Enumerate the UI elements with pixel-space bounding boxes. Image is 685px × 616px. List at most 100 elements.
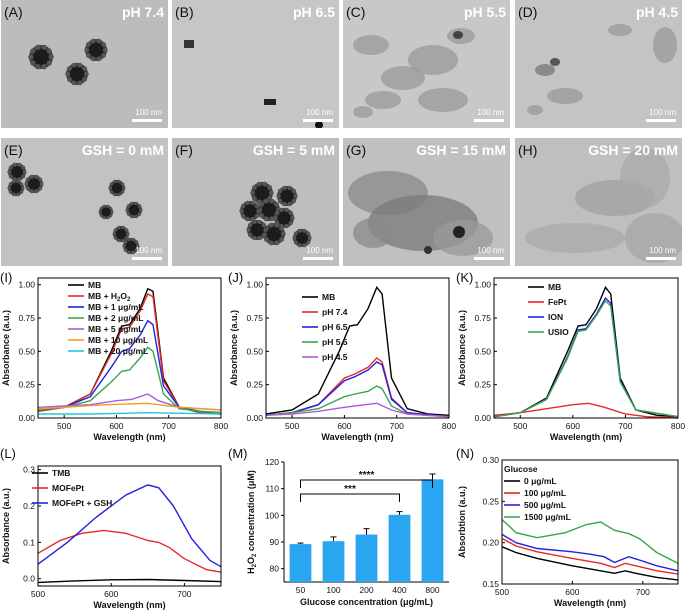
legend-entry: MB + 1 μg/mL [88, 302, 144, 312]
x-tick-label: 500 [31, 589, 45, 599]
x-tick-label: 500 [57, 421, 71, 431]
panel-condition: GSH = 5 mM [252, 142, 335, 158]
legend-entry: TMB [52, 468, 70, 478]
tem-image [525, 148, 682, 263]
scale-bar-label: 100 nm [477, 246, 504, 255]
particle [424, 246, 432, 254]
x-axis-label: Wavelength (nm) [321, 432, 393, 442]
panel-label: (D) [518, 4, 538, 20]
x-tick-label: 600 [337, 421, 351, 431]
significance-label: **** [359, 470, 375, 481]
debris [527, 105, 543, 115]
panel-condition: pH 4.5 [635, 4, 678, 20]
debris [453, 31, 463, 39]
series-line [501, 518, 679, 564]
legend-entry: USIO [548, 327, 569, 337]
x-tick-label: 700 [636, 587, 650, 597]
series-line [37, 346, 222, 414]
y-tick-label: 110 [265, 484, 279, 494]
nanoparticle [98, 204, 114, 220]
y-tick-label: 0.00 [18, 413, 35, 423]
debris [550, 58, 560, 66]
panel-label: (G) [346, 142, 367, 158]
y-tick-label: 0.25 [18, 380, 35, 390]
nanoparticle [273, 207, 295, 229]
tem-panel: (G) GSH = 15 mM 100 nm [343, 138, 510, 266]
debris [353, 218, 393, 248]
tem-panel: (E) GSH = 0 mM 100 nm [1, 138, 168, 266]
nanoparticle [108, 179, 126, 197]
legend-entry: MOFePt + GSH [52, 498, 112, 508]
y-tick-label: 0.25 [246, 380, 263, 390]
nanoparticle [28, 44, 54, 70]
legend-entry: ION [548, 312, 563, 322]
debris [620, 148, 670, 208]
significance-bracket [300, 479, 433, 488]
legend-entry: 500 μg/mL [524, 500, 566, 510]
series-line [265, 285, 450, 416]
x-tick-label: 700 [162, 421, 176, 431]
y-tick-label: 1.00 [18, 280, 35, 290]
significance-bracket [300, 493, 400, 502]
panel-label: (I) [0, 270, 12, 285]
particle [453, 226, 465, 238]
panel-label: (N) [456, 446, 474, 461]
y-tick-label: 0.75 [246, 313, 263, 323]
x-tick-label: 600 [566, 421, 580, 431]
panel-label: (L) [0, 446, 16, 461]
particle [315, 121, 323, 128]
plot-frame [493, 277, 679, 419]
scale-bar-label: 100 nm [477, 108, 504, 117]
y-tick-label: 0.15 [482, 579, 499, 589]
chart-panel: (I) 500 600 700 800 0.00 0.25 0.50 0.75 1.00 Wavel… [0, 270, 228, 442]
y-tick-label: 0.00 [474, 413, 491, 423]
panel-condition: GSH = 20 mM [588, 142, 678, 158]
series-line [265, 385, 450, 418]
y-tick-label: 120 [265, 457, 279, 467]
particle [184, 40, 194, 48]
debris [381, 66, 425, 90]
nanoparticle [122, 237, 140, 255]
y-tick-label: 0.75 [474, 313, 491, 323]
chart-panel: (L) 500 600 700 0.0 0.1 0.2 0.3 Wavelength (nm) A… [0, 446, 222, 610]
chart-panel: (K) 500 600 700 800 0.00 0.25 0.50 0.75 1.00 Wavel… [456, 270, 685, 442]
legend-entry: MB + 2 μg/mL [88, 313, 144, 323]
panel-label: (F) [175, 142, 193, 158]
series-line [37, 402, 222, 411]
y-tick-label: 0.1 [23, 537, 35, 547]
plot-frame [37, 277, 222, 419]
tem-image [7, 162, 143, 255]
debris [408, 45, 458, 75]
debris [525, 223, 625, 253]
bar [421, 479, 444, 582]
panel-condition: pH 7.4 [121, 4, 164, 20]
y-axis-label: H2O2 concentration (μM) [246, 470, 258, 574]
tem-image [184, 40, 323, 128]
scale-bar [646, 257, 676, 260]
panel-label: (M) [228, 446, 248, 461]
x-tick-label: 700 [618, 421, 632, 431]
nanoparticle [125, 201, 143, 219]
x-tick-label: 600 [109, 421, 123, 431]
y-tick-label: 0.3 [23, 465, 35, 475]
y-tick-label: 0.2 [23, 501, 35, 511]
scale-bar-label: 100 nm [306, 246, 333, 255]
bar [289, 544, 312, 582]
debris [353, 106, 373, 118]
y-tick-label: 0.00 [246, 413, 263, 423]
series-line [265, 357, 450, 418]
x-axis-label: Wavelength (nm) [93, 432, 165, 442]
nanoparticle [276, 185, 298, 207]
legend-entry: MB [548, 282, 561, 292]
significance-label: *** [344, 484, 356, 495]
panel-label: (B) [175, 4, 194, 20]
debris [353, 35, 389, 55]
series-line [501, 537, 679, 575]
panel-label: (H) [518, 142, 538, 158]
nanoparticle [239, 200, 261, 222]
tem-image [28, 38, 108, 86]
debris [547, 88, 583, 104]
y-axis-label: Absorbance (a.u.) [229, 310, 239, 386]
series-line [493, 296, 679, 418]
series-line [265, 402, 450, 418]
